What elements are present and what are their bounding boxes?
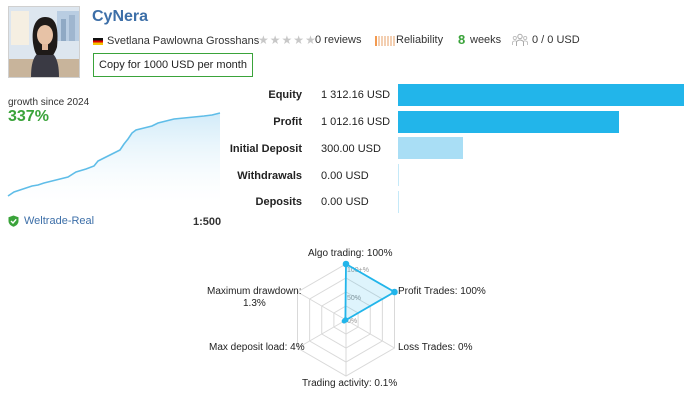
radar-point bbox=[342, 260, 350, 268]
star-icon: ★ bbox=[269, 33, 281, 47]
equity-value: 1 312.16 USD bbox=[321, 89, 391, 101]
deposits-label: Deposits bbox=[255, 196, 302, 208]
weeks-label: weeks bbox=[470, 34, 502, 46]
profit-label: Profit bbox=[273, 116, 302, 128]
radar-label-max-deposit-load: Max deposit load: 4% bbox=[209, 342, 305, 353]
broker-link[interactable]: Weltrade-Real bbox=[8, 215, 94, 227]
avatar bbox=[8, 6, 80, 78]
star-icon: ★ bbox=[305, 33, 316, 47]
radar-value-area bbox=[343, 262, 397, 322]
withdrawals-value: 0.00 USD bbox=[321, 170, 369, 182]
deposits-value: 0.00 USD bbox=[321, 196, 369, 208]
author-name[interactable]: Svetlana Pawlowna Grosshans bbox=[107, 35, 260, 47]
star-icon: ★ bbox=[281, 33, 293, 47]
growth-line bbox=[7, 112, 221, 197]
deposits-bar bbox=[398, 191, 399, 213]
radar-label-profit-trades: Profit Trades: 100% bbox=[398, 286, 486, 297]
radar-label-loss-trades: Loss Trades: 0% bbox=[398, 342, 473, 353]
initial-deposit-label: Initial Deposit bbox=[229, 143, 302, 155]
growth-area bbox=[8, 113, 220, 202]
radar-tick-label: 0% bbox=[347, 318, 357, 325]
radar-axis-line bbox=[297, 291, 347, 321]
page-title[interactable]: CyNera bbox=[92, 8, 149, 25]
withdrawals-bar bbox=[398, 164, 399, 186]
author-row: Svetlana Pawlowna Grosshans bbox=[93, 34, 259, 48]
equity-bar bbox=[398, 84, 684, 106]
equity-label: Equity bbox=[268, 89, 302, 101]
reliability-icon bbox=[375, 36, 395, 46]
broker-name[interactable]: Weltrade-Real bbox=[24, 215, 95, 227]
copy-subscribe-button[interactable]: Copy for 1000 USD per month bbox=[93, 53, 253, 77]
growth-label: growth since 2024 bbox=[8, 97, 90, 108]
subscribers-value: 0 / 0 USD bbox=[532, 34, 580, 46]
reliability-label: Reliability bbox=[396, 34, 444, 46]
radar-value-max-drawdown: 1.3% bbox=[243, 298, 266, 309]
growth-value: 337% bbox=[8, 108, 49, 125]
radar-chart: 100+%50%0% bbox=[297, 260, 398, 377]
weeks-count: 8 bbox=[458, 32, 466, 47]
initial-deposit-value: 300.00 USD bbox=[321, 143, 381, 155]
star-icon: ★ bbox=[293, 33, 305, 47]
radar-point bbox=[342, 317, 348, 323]
profit-value: 1 012.16 USD bbox=[321, 116, 391, 128]
leverage-value: 1:500 bbox=[193, 216, 222, 228]
radar-label-trading-activity: Trading activity: 0.1% bbox=[302, 378, 398, 389]
star-icon: ★ bbox=[258, 33, 269, 47]
rating-stars: ★ ★ ★ ★ ★ bbox=[258, 33, 316, 47]
radar-axis-line bbox=[297, 319, 347, 349]
withdrawals-label: Withdrawals bbox=[237, 170, 302, 182]
radar-label-algo-trading: Algo trading: 100% bbox=[308, 248, 393, 259]
radar-label-max-drawdown: Maximum drawdown: bbox=[207, 286, 302, 297]
initial-deposit-bar bbox=[398, 137, 463, 159]
radar-axis-line bbox=[345, 319, 395, 349]
growth-chart[interactable] bbox=[6, 106, 222, 202]
subscribers-icon bbox=[512, 33, 528, 46]
reviews-link[interactable]: 0 reviews bbox=[315, 34, 362, 46]
profit-bar bbox=[398, 111, 619, 133]
radar-tick-label: 50% bbox=[347, 295, 361, 302]
radar-point bbox=[391, 288, 398, 296]
germany-flag-icon bbox=[93, 37, 103, 45]
verified-shield-icon bbox=[8, 215, 19, 227]
